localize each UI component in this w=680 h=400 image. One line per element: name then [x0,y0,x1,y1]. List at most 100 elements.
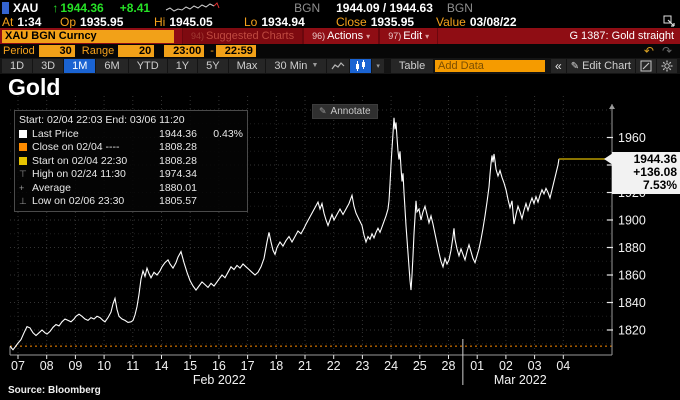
price-flag-price: 1944.36 [634,152,678,166]
expand-window-icon[interactable] [663,15,676,28]
x-tick-label: 08 [40,359,54,373]
undo-icon[interactable]: ↶ [643,44,654,58]
legend-value: 1808.28 [159,154,197,167]
time-dash: - [210,45,214,57]
tab-1y[interactable]: 1Y [167,59,198,73]
tab-ytd[interactable]: YTD [128,59,167,73]
month-label: Mar 2022 [494,373,547,387]
chevron-down-icon: ▾ [366,31,371,41]
tab-3d[interactable]: 3D [33,59,64,73]
chart-legend: Start: 02/04 22:03 End: 03/06 11:20 Last… [14,110,248,212]
edit-menu-button[interactable]: 97) Edit ▾ [379,28,439,44]
chart-id-label: G 1387: Gold straight [569,30,674,42]
edit-chart-alt-button[interactable] [636,59,656,73]
x-tick-label: 09 [68,359,82,373]
redo-icon[interactable]: ↷ [661,44,672,58]
legend-label: Low on 02/06 23:30 [32,195,125,208]
legend-label: Close on 02/04 ---- [32,141,120,154]
pencil-icon: ✎ [319,106,327,116]
tab-max[interactable]: Max [228,59,266,73]
legend-label: Start on 02/04 22:30 [32,154,128,167]
x-tick-label: 25 [413,359,427,373]
quote-stat-lo: Lo 1934.94 [244,14,305,29]
quote-stat-hi: Hi 1945.05 [154,14,213,29]
legend-row[interactable]: Last Price 1944.36 0.43% [19,127,243,141]
add-data-input[interactable] [435,60,545,72]
x-tick-label: 17 [241,359,255,373]
high-marker-icon: ⊤ [19,168,27,179]
bid-ask: 1944.09 / 1944.63 [336,0,433,15]
x-tick-label: 01 [470,359,484,373]
chevron-down-icon: ▾ [425,31,430,41]
x-tick-label: 04 [556,359,570,373]
ticker-symbol: XAU [13,0,39,15]
avg-marker-icon: + [19,182,25,193]
quote-stats-row: At 1:34 Op 1935.95 Hi 1945.05 Lo 1934.94 Close 19… [0,14,680,29]
y-tick-label: 1960 [618,131,646,145]
quote-stat-at: At 1:34 [2,14,42,29]
x-tick-label: 22 [327,359,341,373]
series-swatch-icon [19,129,32,138]
legend-row[interactable]: ⊥ Low on 02/06 23:30 1805.57 [19,195,243,209]
table-button[interactable]: Table [390,59,434,73]
legend-row[interactable]: + Average 1880.01 [19,181,243,195]
x-tick-label: 03 [528,359,542,373]
chart-pencil-icon [640,60,652,72]
legend-value: 1944.36 [159,127,197,140]
legend-value: 1805.57 [159,195,197,208]
source-attribution: Source: Bloomberg [8,385,101,396]
security-input[interactable] [2,29,174,43]
range-input[interactable]: 20 [118,45,155,57]
edit-chart-button[interactable]: ✎ Edit Chart [566,59,635,73]
month-label: Feb 2022 [193,373,246,387]
legend-row[interactable]: Start on 02/04 22:30 1808.28 [19,154,243,168]
x-tick-label: 11 [126,359,139,373]
legend-label: High on 02/24 11:30 [32,168,126,181]
collapse-panel-icon[interactable]: « [551,59,566,73]
suggested-charts-button[interactable]: 94) Suggested Charts [182,28,304,44]
chart-type-dropdown[interactable]: ▾ [372,59,384,73]
gear-icon [661,60,673,72]
page-title: Gold [8,74,61,100]
pencil-icon: ✎ [570,60,580,72]
low-marker-icon: ⊥ [19,195,27,206]
y-tick-label: 1860 [618,269,646,283]
quote-stat-op: Op 1935.95 [60,14,124,29]
legend-header: Start: 02/04 22:03 End: 03/06 11:20 [19,114,185,126]
y-tick-label: 1880 [618,241,646,255]
sparkline-icon [165,2,220,12]
legend-row[interactable]: Close on 02/04 ---- 1808.28 [19,141,243,155]
legend-label: Average [32,181,71,194]
tab-1m[interactable]: 1M [64,59,96,73]
interval-dropdown[interactable]: 30 Min ▼ [266,59,327,73]
price-flag-pct: 7.53% [643,178,677,192]
x-tick-label: 28 [442,359,456,373]
legend-value: 1880.01 [159,181,197,194]
time-to-input[interactable]: 22:59 [215,45,256,57]
chevron-down-icon: ▾ [376,63,380,70]
annotate-button[interactable]: ✎ Annotate [312,104,378,119]
candle-chart-type-button[interactable] [350,59,372,73]
tab-6m[interactable]: 6M [96,59,128,73]
command-bar: 94) Suggested Charts 96) Actions ▾ 97) E… [0,28,680,44]
period-input[interactable]: 30 [38,45,75,57]
x-tick-label: 16 [212,359,226,373]
settings-bar: Period 30 Range 20 23:00 - 22:59 ↶ ↷ [0,44,680,58]
candlestick-icon [356,60,366,71]
time-from-input[interactable]: 23:00 [164,45,205,57]
y-tick-label: 1820 [618,324,646,338]
tab-1d[interactable]: 1D [2,59,33,73]
actions-menu-button[interactable]: 96) Actions ▾ [303,28,380,44]
price-flag-notch [604,153,613,166]
tab-5y[interactable]: 5Y [198,59,228,73]
legend-row[interactable]: ⊤ High on 02/24 11:30 1974.34 [19,168,243,182]
chart-plot-area[interactable]: 1820184018601880190019201940196007080910… [0,94,680,400]
line-chart-type-button[interactable] [327,59,350,73]
line-chart-icon [331,62,345,70]
up-arrow-icon: ↑ [52,0,59,15]
price-series-line [9,117,560,351]
y-tick-label: 1900 [618,214,646,228]
settings-gear-button[interactable] [657,59,677,73]
bgn-right-label: BGN [446,0,473,15]
